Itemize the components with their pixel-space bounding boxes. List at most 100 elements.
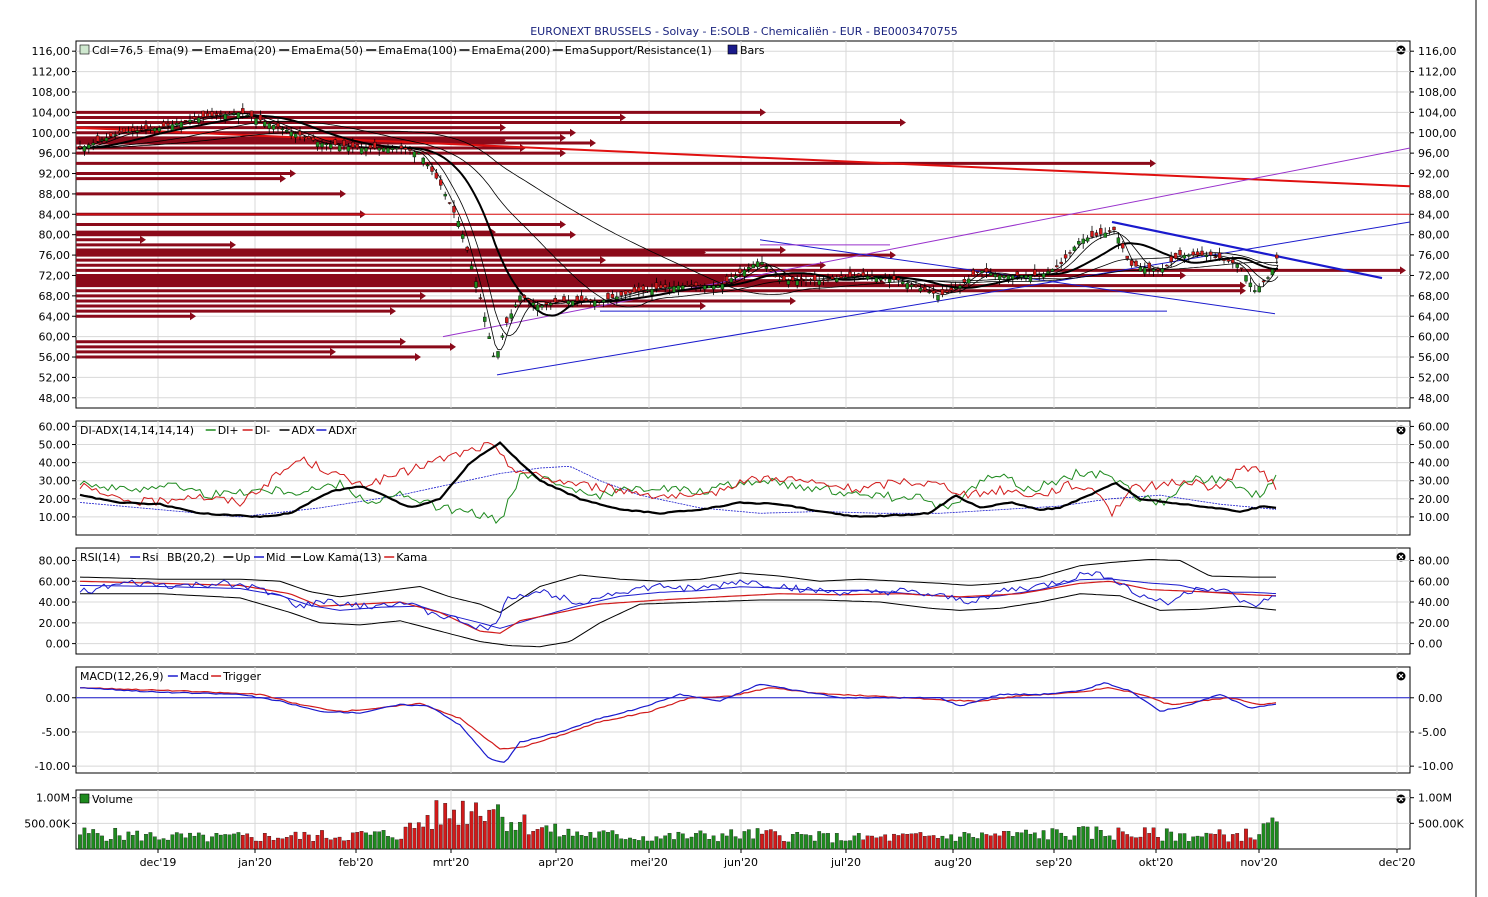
support-resistance-arrow — [290, 169, 296, 178]
candle-body — [1151, 269, 1156, 272]
volume-bar — [460, 800, 465, 849]
x-axis-label: dec'19 — [140, 856, 177, 869]
volume-bar — [716, 841, 720, 849]
volume-bar — [848, 840, 852, 849]
volume-bar — [623, 839, 628, 849]
candle-body — [817, 280, 821, 286]
volume-bar — [1063, 836, 1068, 849]
volume-bar — [544, 825, 549, 849]
candle-body — [1094, 232, 1099, 236]
volume-bar — [993, 833, 998, 849]
x-axis-label: mrt'20 — [433, 856, 470, 869]
candle-body — [615, 296, 619, 300]
candle-body — [698, 285, 703, 287]
volume-bar — [773, 831, 778, 849]
legend-item: Ema(20) — [229, 44, 276, 57]
price-tick-label-left: 52,00 — [39, 371, 71, 384]
volume-bar — [1032, 832, 1037, 849]
price-tick-label-left: 104,00 — [32, 106, 71, 119]
candle-body — [258, 114, 263, 121]
volume-bar — [399, 838, 404, 849]
volume-bar — [1235, 833, 1240, 849]
candle-body — [1169, 256, 1173, 263]
candle-body — [487, 336, 491, 339]
volume-bar — [469, 811, 474, 849]
support-resistance-arrow — [500, 136, 506, 145]
volume-bar — [724, 835, 729, 849]
candle-body — [535, 304, 540, 311]
candle-body — [975, 271, 980, 273]
candle-body — [104, 137, 109, 142]
volume-bar — [320, 830, 324, 849]
volume-bar — [1006, 831, 1011, 849]
volume-bar — [650, 840, 654, 849]
volume-bar — [988, 835, 993, 849]
support-resistance-arrow — [700, 302, 706, 311]
volume-bar — [1028, 833, 1033, 849]
candle-body — [483, 316, 487, 322]
candle-body — [1103, 232, 1107, 238]
candle-body — [465, 246, 469, 251]
legend-item: RSI(14) — [80, 551, 120, 564]
candle-body — [381, 147, 386, 152]
volume-bar — [843, 840, 848, 849]
price-tick-label-right: 76,00 — [1418, 249, 1450, 262]
candle-body — [386, 147, 390, 154]
price-tick-label-left: 72,00 — [39, 269, 71, 282]
rsi-tick-label-left: 60.00 — [39, 575, 71, 588]
volume-bar — [658, 838, 663, 849]
volume-bar — [694, 833, 698, 849]
volume-bar — [531, 831, 536, 849]
volume-bar — [1134, 837, 1138, 849]
volume-bar — [799, 834, 804, 849]
candle-body — [852, 275, 857, 278]
volume-bar — [130, 835, 135, 849]
macd-tick-label-right: -10.00 — [1418, 760, 1453, 773]
candle-body — [857, 273, 861, 276]
volume-bar — [315, 835, 320, 849]
candle-body — [175, 123, 179, 126]
candle-body — [804, 279, 808, 281]
volume-bar — [113, 827, 118, 849]
volume-bar — [786, 841, 791, 849]
rsi-tick-label-right: 0.00 — [1418, 638, 1443, 651]
price-tick-label-right: 100,00 — [1418, 127, 1457, 140]
macd-panel-frame — [75, 666, 1411, 774]
candle-body — [1178, 250, 1182, 256]
candle-body — [821, 279, 826, 281]
rsi-tick-label-left: 40.00 — [39, 596, 71, 609]
volume-bar — [1204, 832, 1209, 849]
candle-body — [1187, 254, 1191, 257]
volume-bar — [1274, 821, 1279, 849]
candle-body — [443, 194, 447, 197]
candle-body — [540, 305, 544, 308]
volume-bar — [817, 831, 822, 849]
candle-body — [874, 277, 879, 283]
price-tick-label-right: 80,00 — [1418, 229, 1450, 242]
macd-plot — [76, 682, 1410, 763]
candle-body — [949, 287, 953, 291]
candle-body — [1209, 251, 1213, 256]
legend-item: Kama — [396, 551, 427, 564]
volume-bar — [126, 831, 131, 849]
volume-bar — [812, 840, 817, 849]
volume-bar — [328, 839, 333, 849]
volume-bar — [306, 834, 311, 849]
volume-bar — [729, 829, 734, 849]
candle-body — [619, 291, 623, 296]
candle-body — [562, 296, 566, 302]
volume-bar — [874, 837, 879, 849]
volume-bar — [1217, 829, 1222, 849]
volume-bar — [474, 802, 478, 849]
candle-body — [905, 283, 909, 289]
price-tick-label-right: 52,00 — [1418, 371, 1450, 384]
candle-body — [799, 279, 804, 281]
candle-body — [241, 108, 245, 114]
candle-body — [892, 275, 896, 281]
candle-body — [1204, 254, 1209, 257]
candle-body — [1222, 259, 1226, 261]
legend-item: Volume — [92, 793, 133, 806]
legend-item: DI-ADX(14,14,14,14) — [80, 424, 194, 437]
volume-bar — [856, 833, 861, 849]
